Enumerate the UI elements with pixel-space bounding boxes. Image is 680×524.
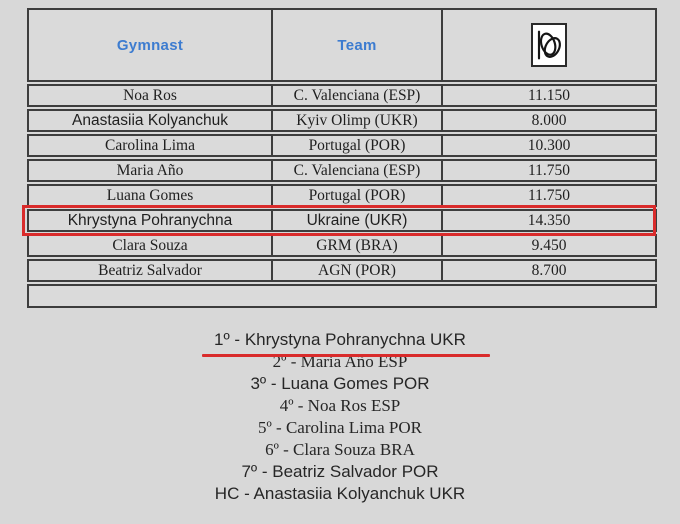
gymnast-cell: Khrystyna Pohranychna <box>27 209 273 232</box>
score-cell: 11.150 <box>443 84 657 107</box>
ranking-item-6: 6º - Clara Souza BRA <box>265 440 415 459</box>
table-row: Noa Ros C. Valenciana (ESP) 11.150 <box>27 84 657 107</box>
team-cell: Ukraine (UKR) <box>273 209 443 232</box>
score-cell: 9.450 <box>443 234 657 257</box>
score-cell: 10.300 <box>443 134 657 157</box>
table-row-winner: Khrystyna Pohranychna Ukraine (UKR) 14.3… <box>27 209 657 232</box>
ranking-item-7: 7º - Beatriz Salvador POR <box>241 462 439 481</box>
column-header-score <box>443 8 657 82</box>
table-row: Beatriz Salvador AGN (POR) 8.700 <box>27 259 657 282</box>
empty-row <box>27 284 657 308</box>
ranking-item-4: 4º - Noa Ros ESP <box>279 396 401 415</box>
first-place-underline <box>202 354 490 357</box>
team-cell: Portugal (POR) <box>273 184 443 207</box>
gymnast-cell: Beatriz Salvador <box>27 259 273 282</box>
team-cell: GRM (BRA) <box>273 234 443 257</box>
table-row: Clara Souza GRM (BRA) 9.450 <box>27 234 657 257</box>
gymnast-cell: Noa Ros <box>27 84 273 107</box>
team-cell: Portugal (POR) <box>273 134 443 157</box>
table-row: Anastasiia Kolyanchuk Kyiv Olimp (UKR) 8… <box>27 109 657 132</box>
score-cell: 11.750 <box>443 159 657 182</box>
gymnast-cell: Maria Año <box>27 159 273 182</box>
table-row: Maria Año C. Valenciana (ESP) 11.750 <box>27 159 657 182</box>
team-cell: C. Valenciana (ESP) <box>273 84 443 107</box>
score-cell: 8.700 <box>443 259 657 282</box>
gymnast-cell: Carolina Lima <box>27 134 273 157</box>
team-cell: AGN (POR) <box>273 259 443 282</box>
ranking-item-3: 3º - Luana Gomes POR <box>250 374 430 393</box>
table-row: Carolina Lima Portugal (POR) 10.300 <box>27 134 657 157</box>
gymnast-cell: Anastasiia Kolyanchuk <box>27 109 273 132</box>
gymnast-cell: Luana Gomes <box>27 184 273 207</box>
table-row: Luana Gomes Portugal (POR) 11.750 <box>27 184 657 207</box>
results-table: Gymnast Team <box>27 6 657 310</box>
empty-cell <box>27 284 657 308</box>
team-cell: C. Valenciana (ESP) <box>273 159 443 182</box>
score-cell: 14.350 <box>443 209 657 232</box>
team-cell: Kyiv Olimp (UKR) <box>273 109 443 132</box>
ranking-item-hc: HC - Anastasiia Kolyanchuk UKR <box>214 484 466 503</box>
ranking-item-5: 5º - Carolina Lima POR <box>258 418 422 437</box>
ranking-item-1: 1º - Khrystyna Pohranychna UKR <box>214 330 466 349</box>
gymnast-cell: Clara Souza <box>27 234 273 257</box>
score-cell: 11.750 <box>443 184 657 207</box>
column-header-team: Team <box>273 8 443 82</box>
header-row: Gymnast Team <box>27 8 657 82</box>
score-cell: 8.000 <box>443 109 657 132</box>
column-header-gymnast: Gymnast <box>27 8 273 82</box>
ribbon-apparatus-icon <box>531 22 567 67</box>
